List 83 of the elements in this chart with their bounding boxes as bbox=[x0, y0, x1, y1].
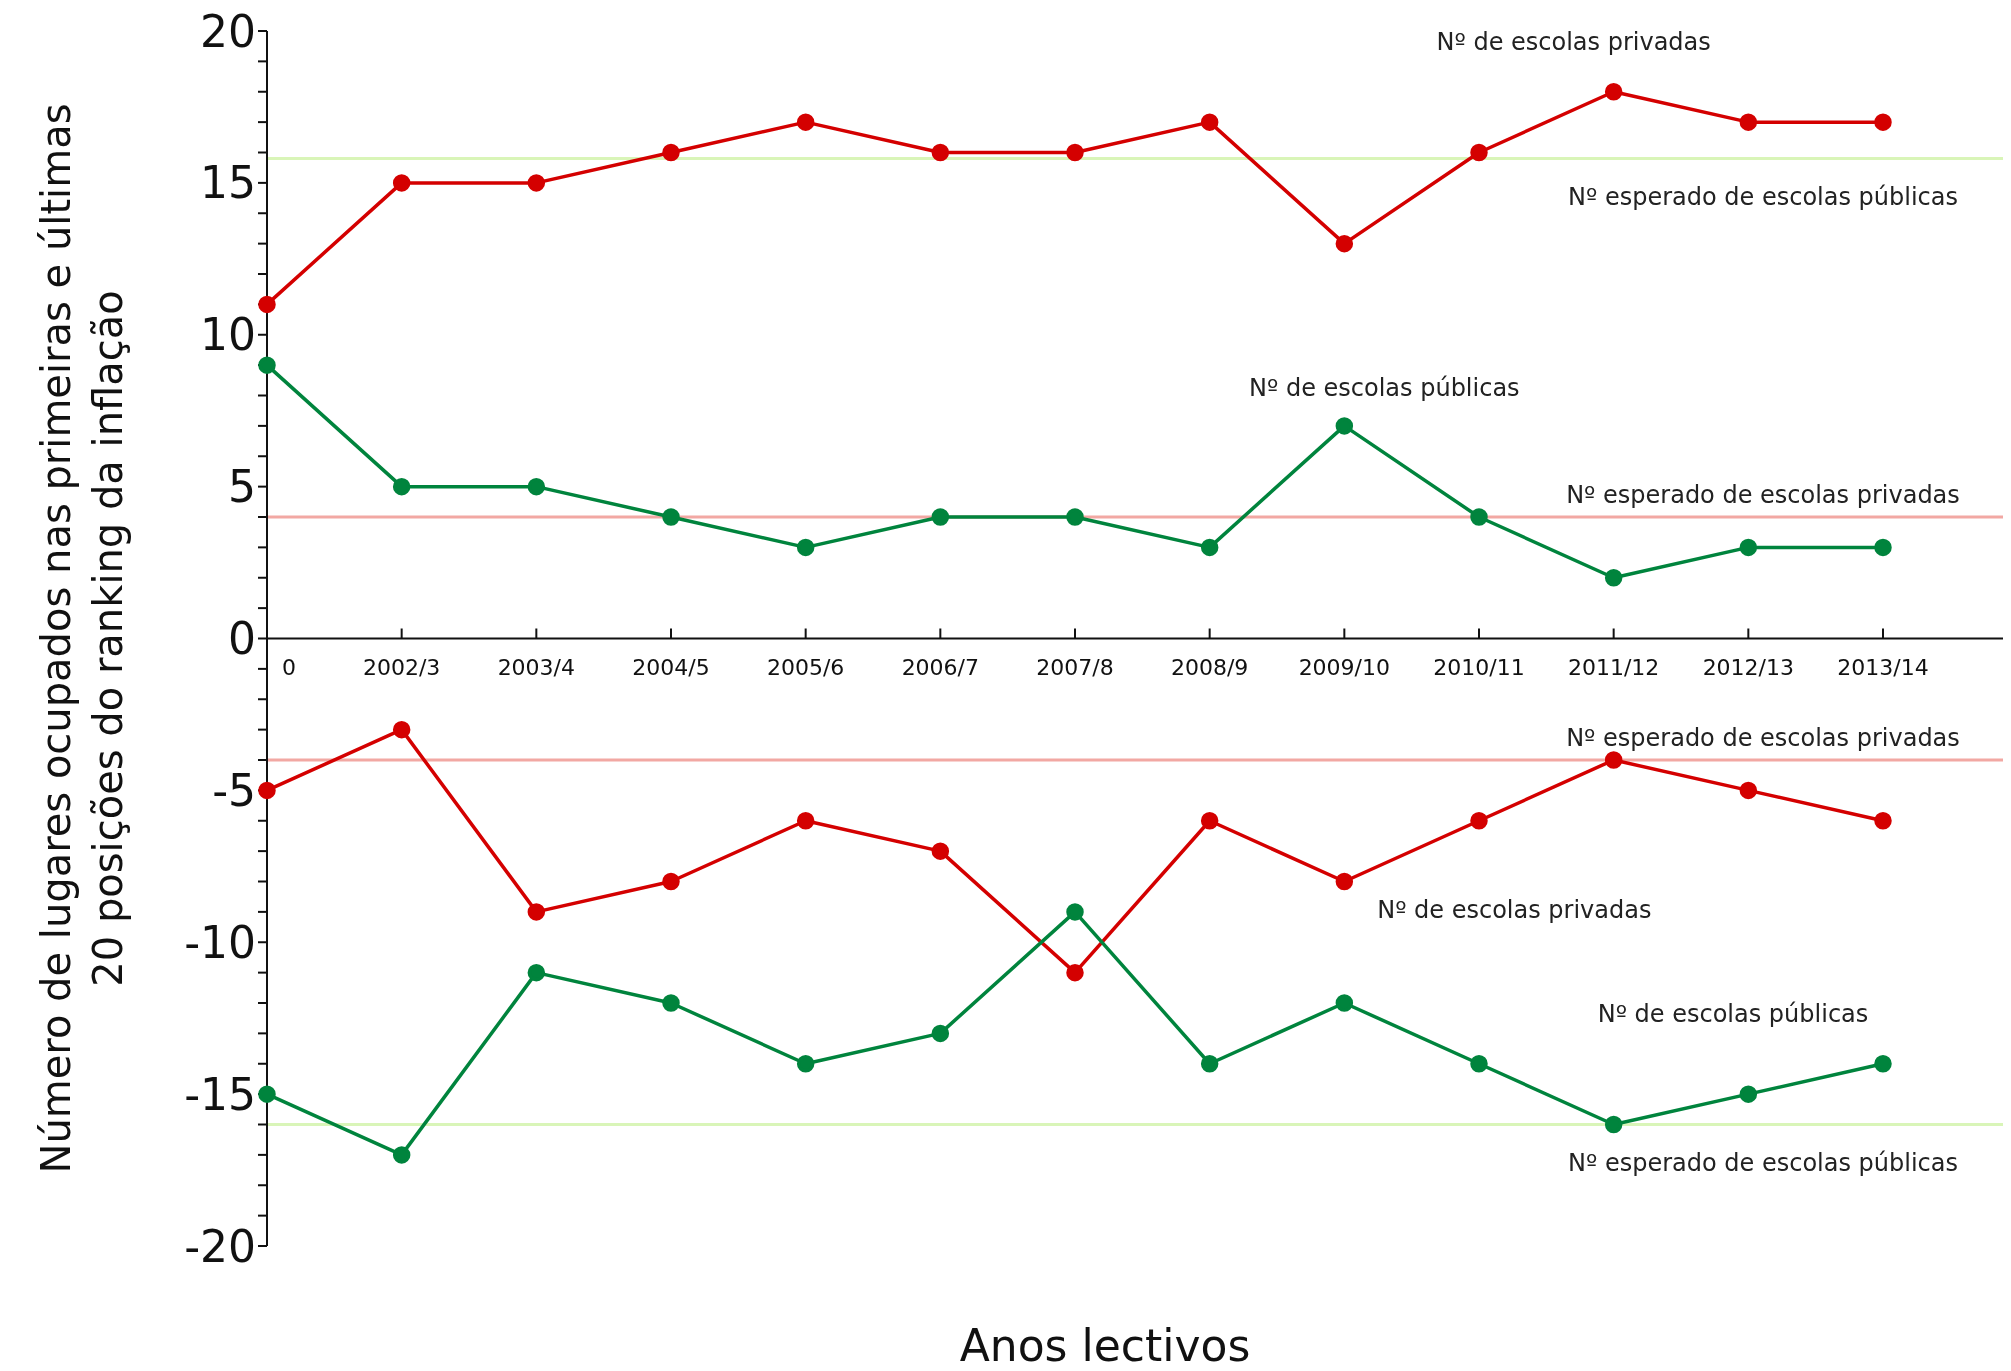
y-tick-label: 10 bbox=[200, 309, 256, 361]
point bbox=[931, 1024, 950, 1043]
point bbox=[1470, 1055, 1488, 1073]
point bbox=[1470, 812, 1488, 830]
point bbox=[1739, 113, 1758, 131]
point bbox=[1200, 113, 1219, 131]
point bbox=[1874, 538, 1892, 557]
x-tick-label: 2007/8 bbox=[1036, 654, 1114, 680]
x-axis-title: Anos lectivos bbox=[959, 1320, 1251, 1371]
y-axis-title: Número de lugares ocupados nas primeiras e últimas 20 posições do ranking da inflação bbox=[33, 103, 131, 1174]
point bbox=[796, 113, 815, 131]
point bbox=[392, 174, 411, 192]
series-label: Nº de escolas públicas bbox=[1597, 999, 1869, 1028]
y-tick-label: -5 bbox=[212, 764, 256, 816]
point bbox=[931, 508, 950, 526]
x-tick-label: 2004/5 bbox=[632, 654, 710, 680]
point bbox=[258, 356, 276, 374]
point bbox=[796, 1055, 815, 1073]
x-tick-label: 2012/13 bbox=[1702, 654, 1795, 680]
text: Nº de escolas públicas bbox=[1249, 373, 1520, 402]
x-tick-label: 2003/4 bbox=[497, 654, 576, 680]
x-tick-label: 2008/9 bbox=[1170, 654, 1249, 680]
point bbox=[1739, 1085, 1758, 1103]
point bbox=[1200, 1055, 1219, 1073]
point bbox=[258, 1085, 276, 1103]
point bbox=[1200, 812, 1219, 830]
x-tick-label: 2013/14 bbox=[1837, 654, 1929, 680]
point bbox=[1066, 143, 1084, 162]
point bbox=[796, 538, 815, 557]
point bbox=[527, 963, 546, 982]
point bbox=[527, 174, 546, 192]
point bbox=[527, 477, 546, 496]
point bbox=[1066, 963, 1084, 982]
point bbox=[931, 842, 950, 860]
x-tick-label: 2006/7 bbox=[901, 654, 980, 680]
y-tick-label: -20 bbox=[184, 1220, 256, 1272]
x-tick-label: 2011/12 bbox=[1567, 654, 1660, 680]
point bbox=[662, 508, 680, 526]
y-tick-label: -15 bbox=[184, 1068, 256, 1120]
point bbox=[1470, 508, 1488, 526]
point bbox=[1739, 781, 1758, 800]
point bbox=[258, 781, 276, 800]
point bbox=[392, 1146, 411, 1164]
point bbox=[662, 872, 680, 891]
point bbox=[796, 812, 815, 830]
point bbox=[931, 143, 950, 162]
x-tick-label: 2010/11 bbox=[1433, 654, 1525, 680]
point bbox=[662, 143, 680, 162]
point bbox=[1335, 994, 1354, 1012]
text: Nº de escolas privadas bbox=[1436, 27, 1711, 56]
ref-line-label: Nº esperado de escolas privadas bbox=[1566, 724, 1960, 752]
point bbox=[1335, 872, 1354, 891]
series-label: Nº de escolas privadas bbox=[1377, 895, 1652, 924]
point bbox=[1200, 538, 1219, 557]
point bbox=[392, 720, 411, 739]
y-tick-label: -10 bbox=[184, 916, 256, 968]
point bbox=[1335, 417, 1354, 435]
point bbox=[1066, 903, 1084, 921]
point bbox=[1604, 569, 1623, 587]
point bbox=[1874, 812, 1892, 830]
point bbox=[1874, 1055, 1892, 1073]
point bbox=[392, 477, 411, 496]
point bbox=[1604, 751, 1623, 769]
point bbox=[258, 295, 276, 314]
x-tick-label: 0 bbox=[282, 654, 296, 680]
y-tick-label: 20 bbox=[200, 5, 256, 57]
point bbox=[1874, 113, 1892, 131]
ref-line-label: Nº esperado de escolas públicas bbox=[1568, 1148, 1958, 1177]
point bbox=[1066, 508, 1084, 526]
y-tick-label: 5 bbox=[228, 461, 256, 513]
point bbox=[1604, 1115, 1623, 1134]
point bbox=[662, 994, 680, 1012]
point bbox=[1335, 234, 1354, 253]
ref-line-label: Nº esperado de escolas públicas bbox=[1568, 182, 1958, 211]
y-tick-label: 15 bbox=[200, 157, 256, 209]
point bbox=[527, 903, 546, 921]
point bbox=[1604, 83, 1623, 101]
x-tick-label: 2002/3 bbox=[362, 654, 441, 680]
point bbox=[1739, 538, 1758, 557]
ref-line-label: Nº esperado de escolas privadas bbox=[1566, 481, 1960, 509]
x-tick-label: 2005/6 bbox=[766, 654, 845, 680]
point bbox=[1470, 143, 1488, 162]
x-tick-label: 2009/10 bbox=[1298, 654, 1391, 680]
